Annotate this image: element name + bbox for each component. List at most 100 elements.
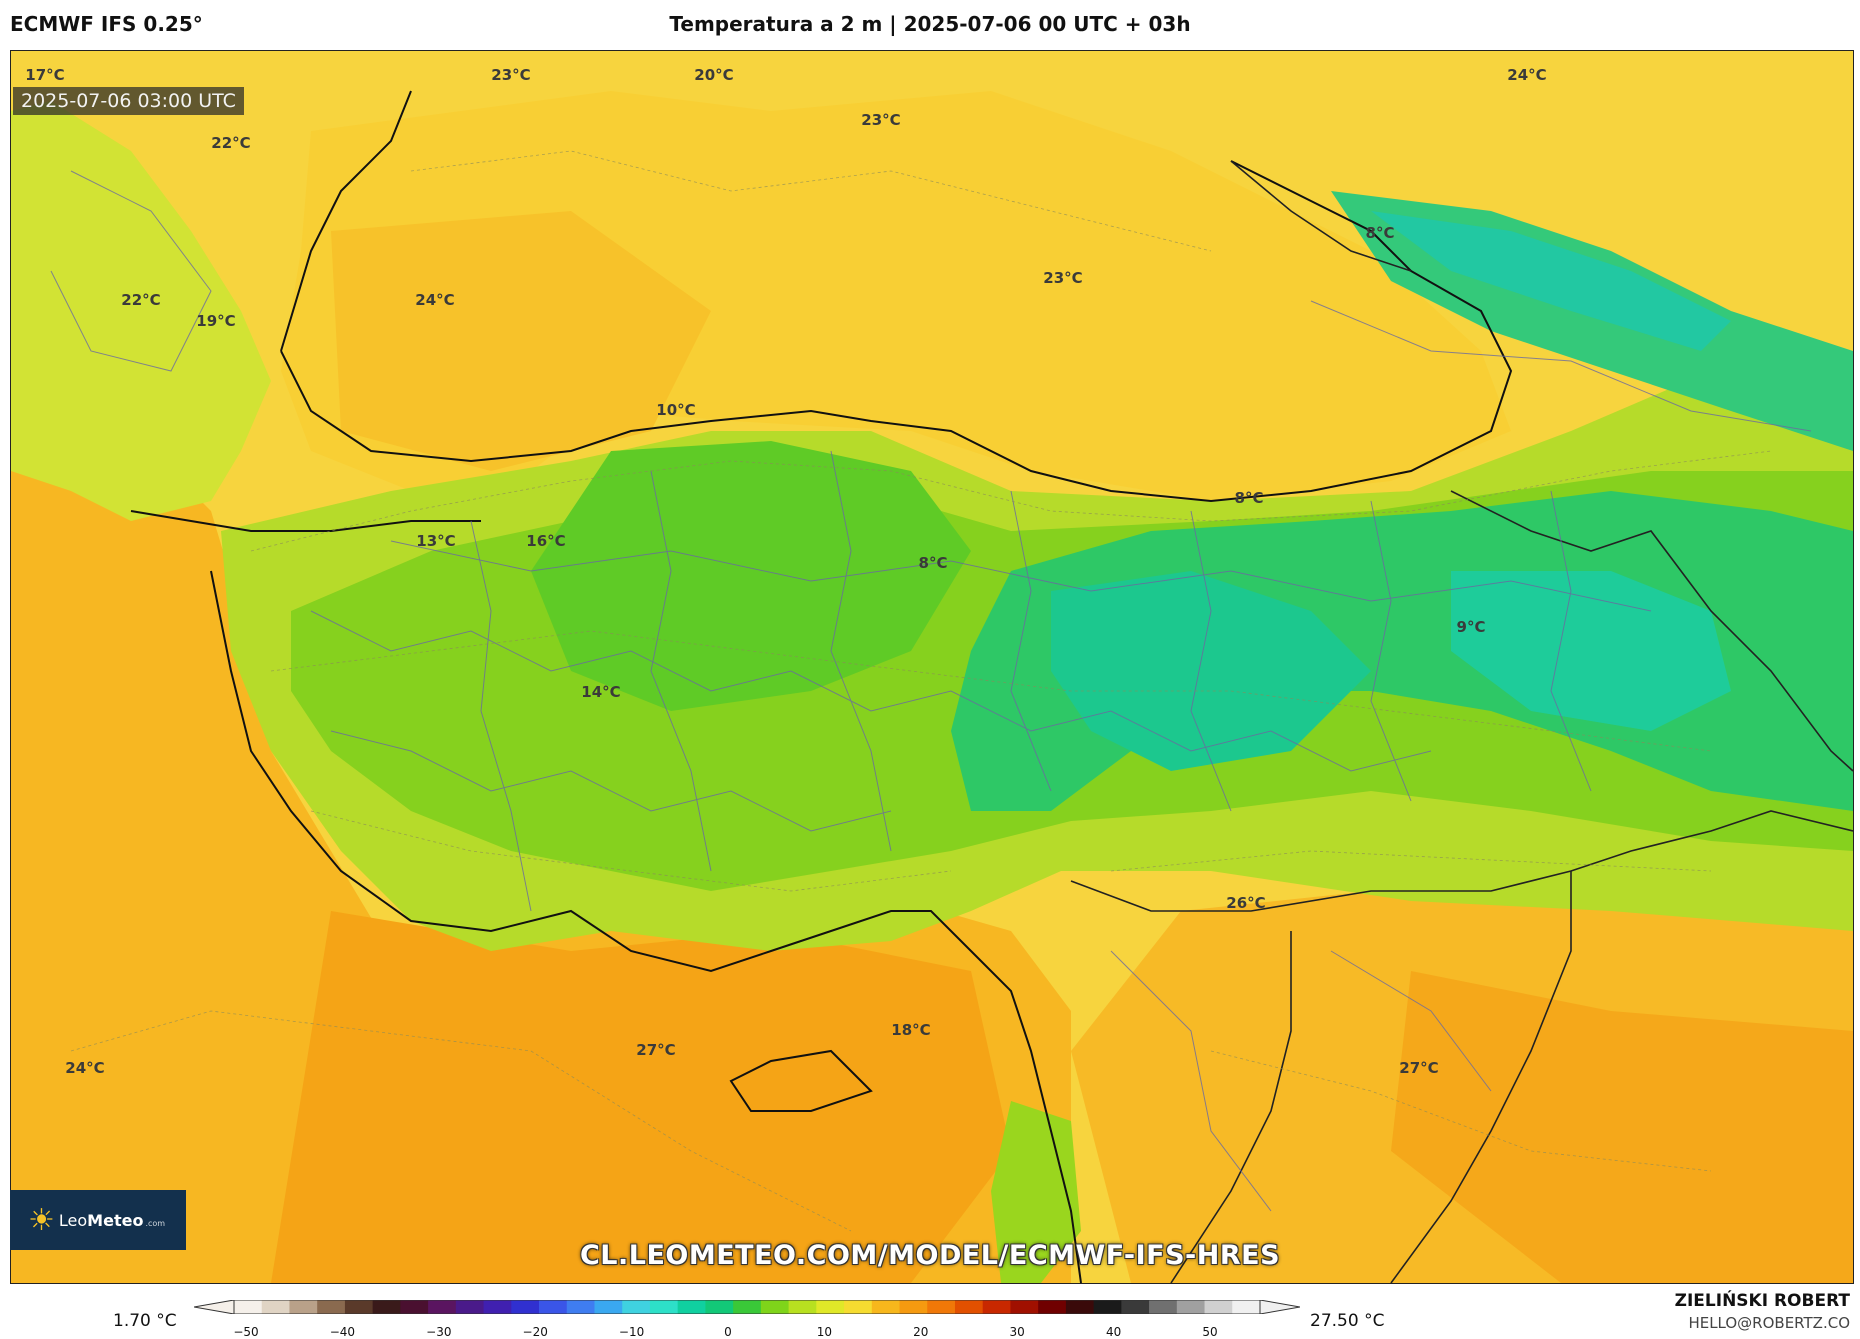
- colorbar-swatch: [566, 1300, 595, 1314]
- colorbar-swatch: [511, 1300, 540, 1314]
- eastern-highland-cold-zone: [951, 491, 1853, 811]
- colorbar-swatch: [428, 1300, 457, 1314]
- colorbar-swatch: [871, 1300, 901, 1314]
- colorbar-swatch: [954, 1300, 984, 1314]
- colorbar-swatch: [733, 1300, 762, 1314]
- western-black-sea-warm: [331, 211, 711, 471]
- temperature-label: 27°C: [1399, 1059, 1439, 1077]
- colorbar-swatch: [594, 1300, 623, 1314]
- central-north-cool-zone: [531, 441, 971, 711]
- colorbar-swatch: [622, 1300, 651, 1314]
- temperature-label: 18°C: [891, 1021, 931, 1039]
- coastlines: [130, 90, 1513, 1283]
- colorbar-swatch: [1204, 1300, 1233, 1314]
- temperature-label: 13°C: [416, 532, 456, 550]
- colorbar-swatch: [400, 1300, 429, 1314]
- temperature-label: 9°C: [1456, 618, 1486, 636]
- country-borders: [1070, 160, 1853, 1283]
- temperature-label: 8°C: [1365, 224, 1395, 242]
- temperature-label: 23°C: [491, 66, 531, 84]
- colorbar-swatch: [317, 1300, 346, 1314]
- temperature-label: 24°C: [415, 291, 455, 309]
- colorbar-min-arrow: [194, 1300, 235, 1314]
- levant-mountain-zone: [991, 1101, 1081, 1283]
- colorbar-swatch: [982, 1300, 1011, 1314]
- map-canvas: [11, 51, 1853, 1283]
- colorbar-swatch: [1121, 1300, 1150, 1314]
- temperature-label: 16°C: [526, 532, 566, 550]
- colorbar-swatch: [927, 1300, 956, 1314]
- colorbar-swatch: [261, 1300, 290, 1314]
- balkans-zone: [11, 101, 271, 521]
- model-title: ECMWF IFS 0.25°: [10, 12, 203, 36]
- temperature-label: 23°C: [1043, 269, 1083, 287]
- temperature-label: 27°C: [636, 1041, 676, 1059]
- far-east-cold-zone: [1451, 571, 1731, 731]
- temperature-label: 14°C: [581, 683, 621, 701]
- temperature-label: 22°C: [121, 291, 161, 309]
- colorbar-swatch: [344, 1300, 374, 1314]
- southeast-hot-zone: [1391, 971, 1853, 1283]
- colorbar-swatch: [1038, 1300, 1067, 1314]
- colorbar-swatch: [1232, 1300, 1261, 1314]
- colorbar-swatch: [1093, 1300, 1122, 1314]
- colorbar-swatch: [1176, 1300, 1206, 1314]
- author-email[interactable]: HELLO@ROBERTZ.CO: [1688, 1314, 1850, 1332]
- temperature-label: 17°C: [25, 66, 65, 84]
- colorbar-swatch: [483, 1300, 512, 1314]
- colorbar-swatch: [234, 1300, 263, 1314]
- temperature-label: 19°C: [196, 312, 236, 330]
- colorbar-swatch: [539, 1300, 568, 1314]
- colorbar-tick-label: −30: [426, 1325, 452, 1339]
- temperature-label: 8°C: [1234, 489, 1264, 507]
- temperature-label: 24°C: [65, 1059, 105, 1077]
- colorbar-swatch: [788, 1300, 817, 1314]
- colorbar-swatch: [649, 1300, 679, 1314]
- colorbar-tick-label: 10: [816, 1325, 833, 1339]
- map-title: Temperatura a 2 m | 2025-07-06 00 UTC + …: [669, 12, 1191, 36]
- colorbar-tick-label: 30: [1009, 1325, 1025, 1339]
- colorbar-swatch: [760, 1300, 790, 1314]
- isotherm-contours: [70, 150, 1772, 1232]
- temperature-label: 10°C: [656, 401, 696, 419]
- colorbar-swatch: [677, 1300, 706, 1314]
- temperature-label: 26°C: [1226, 894, 1266, 912]
- temperature-label: 23°C: [861, 111, 901, 129]
- temperature-label: 8°C: [918, 554, 948, 572]
- colorbar-max-arrow: [1259, 1300, 1300, 1314]
- temperature-colorbar: [194, 1300, 1300, 1314]
- colorbar-swatch: [899, 1300, 928, 1314]
- colorbar-tick-label: 20: [913, 1325, 929, 1339]
- colorbar-swatch: [705, 1300, 734, 1314]
- colorbar-swatch: [1065, 1300, 1095, 1314]
- temperature-label: 22°C: [211, 134, 251, 152]
- colorbar-swatch: [372, 1300, 401, 1314]
- valid-time-badge: 2025-07-06 03:00 UTC: [13, 87, 244, 115]
- colorbar-swatch: [816, 1300, 845, 1314]
- caucasus-peak-band: [1371, 211, 1731, 351]
- levant-sea-hot-zone: [271, 911, 1011, 1283]
- colorbar-tick-label: −50: [233, 1325, 259, 1339]
- colorbar-tick-label: −40: [329, 1325, 356, 1339]
- colorbar-tick-label: −10: [618, 1325, 645, 1339]
- colorbar-tick-label: 50: [1202, 1325, 1218, 1339]
- author-credit: ZIELIŃSKI ROBERT: [1674, 1291, 1850, 1311]
- colorbar-tick-label: 40: [1105, 1325, 1122, 1339]
- colorbar-max-label: 27.50 °C: [1310, 1311, 1385, 1331]
- watermark-url: CL.LEOMETEO.COM/MODEL/ECMWF-IFS-HRES: [579, 1240, 1281, 1271]
- colorbar-tick-label: −20: [522, 1325, 548, 1339]
- colorbar-swatch: [289, 1300, 318, 1314]
- colorbar-swatch: [844, 1300, 873, 1314]
- colorbar-swatch: [1010, 1300, 1039, 1314]
- logo-text: LeoMeteo: [58, 1210, 144, 1230]
- colorbar-swatch: [455, 1300, 485, 1314]
- temperature-label: 24°C: [1507, 66, 1547, 84]
- colorbar-min-label: 1.70 °C: [113, 1311, 177, 1331]
- logo-suffix: .com: [145, 1218, 166, 1228]
- colorbar-tick-label: 0: [724, 1325, 732, 1339]
- colorbar-outline: [233, 1300, 1261, 1314]
- temperature-map[interactable]: 2025-07-06 03:00 UTC 17°C 23°C 20°C 24°C 22°…: [10, 50, 1854, 1284]
- colorbar-swatch: [1149, 1300, 1178, 1314]
- sun-icon: ☀: [28, 1202, 55, 1238]
- province-borders: [50, 170, 1812, 1212]
